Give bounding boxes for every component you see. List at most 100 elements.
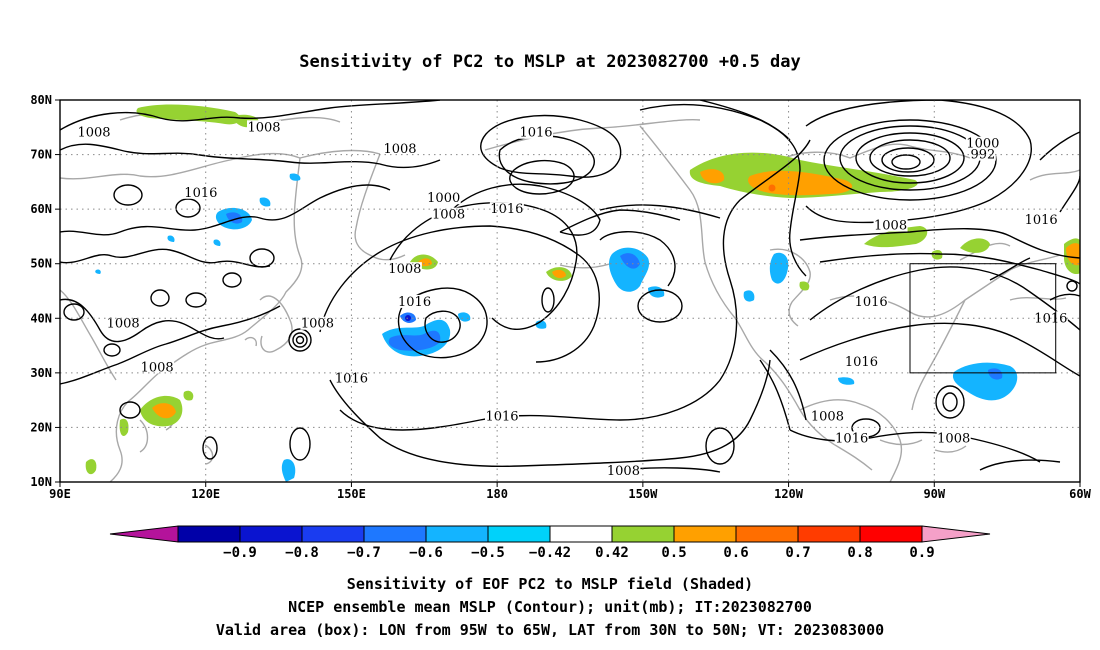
contour-label: 1008 — [107, 317, 140, 332]
caption-line-3: Valid area (box): LON from 95W to 65W, L… — [216, 621, 884, 639]
colorbar-swatch — [797, 525, 861, 543]
coastlines — [60, 112, 1080, 482]
colorbar-swatch — [611, 525, 675, 543]
contour-label-bg — [300, 316, 335, 330]
contour-label: 1016 — [398, 295, 431, 310]
colorbar-label: 0.7 — [785, 545, 810, 561]
colorbar-high-arrow — [921, 525, 991, 543]
contour-label: 1008 — [77, 126, 110, 141]
contour-label-bg — [936, 431, 971, 445]
contour-label-bg — [106, 316, 141, 330]
lon-tick-label: 90E — [49, 487, 71, 501]
colorbar-label: −0.8 — [285, 545, 319, 561]
contour-label-bg — [247, 120, 281, 134]
lat-tick-label: 20N — [30, 420, 52, 434]
contour-label: 992 — [970, 148, 995, 163]
map-frame — [59, 99, 1081, 483]
colorbar-label: −0.7 — [347, 545, 381, 561]
contour-label: 1008 — [388, 262, 421, 277]
lat-tick-label: 70N — [30, 148, 52, 162]
contour-label: 1000 — [427, 191, 460, 206]
contour-label: 1008 — [247, 120, 280, 135]
contour-label-bg — [519, 125, 553, 139]
map-area: 1008 1008 1016 1008 1008 1008 1008 1000 1008 1016… — [60, 100, 1080, 482]
contour-label: 1008 — [937, 431, 970, 446]
lon-tick-label: 180 — [486, 487, 508, 501]
contour-label: 1008 — [141, 360, 174, 375]
contour-label: 1016 — [335, 371, 368, 386]
contour-label-bg — [965, 136, 1000, 150]
colorbar-label: 0.8 — [847, 545, 872, 561]
contour-label: 1008 — [383, 142, 416, 157]
colorbar-swatch — [239, 525, 303, 543]
colorbar-low-arrow — [109, 525, 179, 543]
colorbar-swatch — [177, 525, 241, 543]
contour-label-bg — [606, 464, 641, 478]
contour-labels: 1008 1008 1016 1008 1008 1008 1008 1000 1008 1016… — [77, 120, 1068, 479]
colorbar-swatch — [301, 525, 365, 543]
colorbar-label: 0.9 — [909, 545, 934, 561]
colorbar-label: 0.5 — [661, 545, 686, 561]
contour-label-bg — [397, 294, 432, 308]
colorbar-swatch — [363, 525, 427, 543]
colorbar-swatch — [487, 525, 551, 543]
contour-label-bg — [844, 354, 879, 368]
contour-label-bg — [383, 142, 417, 156]
contour-label-bg — [77, 125, 111, 139]
contour-label: 1008 — [607, 464, 640, 479]
contour-label-bg — [873, 218, 908, 232]
lon-tick-label: 150W — [628, 487, 658, 501]
colorbar-swatch — [425, 525, 489, 543]
colorbar-swatch — [859, 525, 923, 543]
contour-label: 1016 — [485, 410, 518, 425]
contour-label: 1016 — [835, 431, 868, 446]
colorbar-label: 0.6 — [723, 545, 748, 561]
contour-label-bg — [1024, 213, 1059, 227]
contour-label-bg — [854, 294, 889, 308]
lon-tick-label: 120W — [774, 487, 804, 501]
contour-label-bg — [810, 409, 845, 423]
colorbar-swatch — [735, 525, 799, 543]
contour-label-bg — [485, 409, 519, 423]
contour-label: 1016 — [184, 186, 217, 201]
colorbar-labels: −0.9 −0.8 −0.7 −0.6 −0.5 −0.42 0.42 0.5 0.6 0.7 0.… — [223, 545, 935, 561]
contour-label: 1016 — [519, 126, 552, 141]
contour-label-bg — [834, 431, 869, 445]
colorbar-label: −0.42 — [529, 545, 571, 561]
valid-area-box — [909, 263, 1057, 374]
contour-label-bg — [431, 207, 466, 221]
latitude-axis: 80N 70N 60N 50N 40N 30N 20N 10N — [30, 93, 60, 489]
contour-label-bg — [183, 185, 218, 199]
contour-label-bg — [140, 360, 175, 374]
colorbar-swatch — [673, 525, 737, 543]
lon-tick-label: 120E — [191, 487, 220, 501]
lat-tick-label: 60N — [30, 202, 52, 216]
lat-tick-label: 30N — [30, 366, 52, 380]
lat-tick-label: 10N — [30, 475, 52, 489]
colorbar-label: −0.5 — [471, 545, 505, 561]
colorbar-label: −0.6 — [409, 545, 443, 561]
colorbar-label: 0.42 — [595, 545, 629, 561]
lon-tick-label: 60W — [1069, 487, 1091, 501]
caption-line-1: Sensitivity of EOF PC2 to MSLP field (Sh… — [347, 575, 753, 593]
contour-label: 1008 — [301, 317, 334, 332]
contour-label: 1008 — [432, 208, 465, 223]
lon-tick-label: 150E — [337, 487, 366, 501]
mslp-contours — [60, 100, 1080, 473]
contour-label: 1016 — [855, 295, 888, 310]
contour-label: 1016 — [845, 355, 878, 370]
colorbar — [109, 525, 991, 543]
lon-tick-label: 90W — [923, 487, 945, 501]
contour-label: 1008 — [874, 219, 907, 234]
lat-tick-label: 80N — [30, 93, 52, 107]
contour-label-bg — [426, 191, 461, 205]
contour-label-bg — [969, 147, 996, 161]
contour-label-bg — [387, 262, 422, 276]
colorbar-label: −0.9 — [223, 545, 257, 561]
lat-tick-label: 40N — [30, 311, 52, 325]
contour-label: 1016 — [1025, 213, 1058, 228]
colorbar-swatch — [549, 525, 613, 543]
contour-label-bg — [334, 371, 369, 385]
map-title: Sensitivity of PC2 to MSLP at 2023082700… — [299, 52, 801, 72]
